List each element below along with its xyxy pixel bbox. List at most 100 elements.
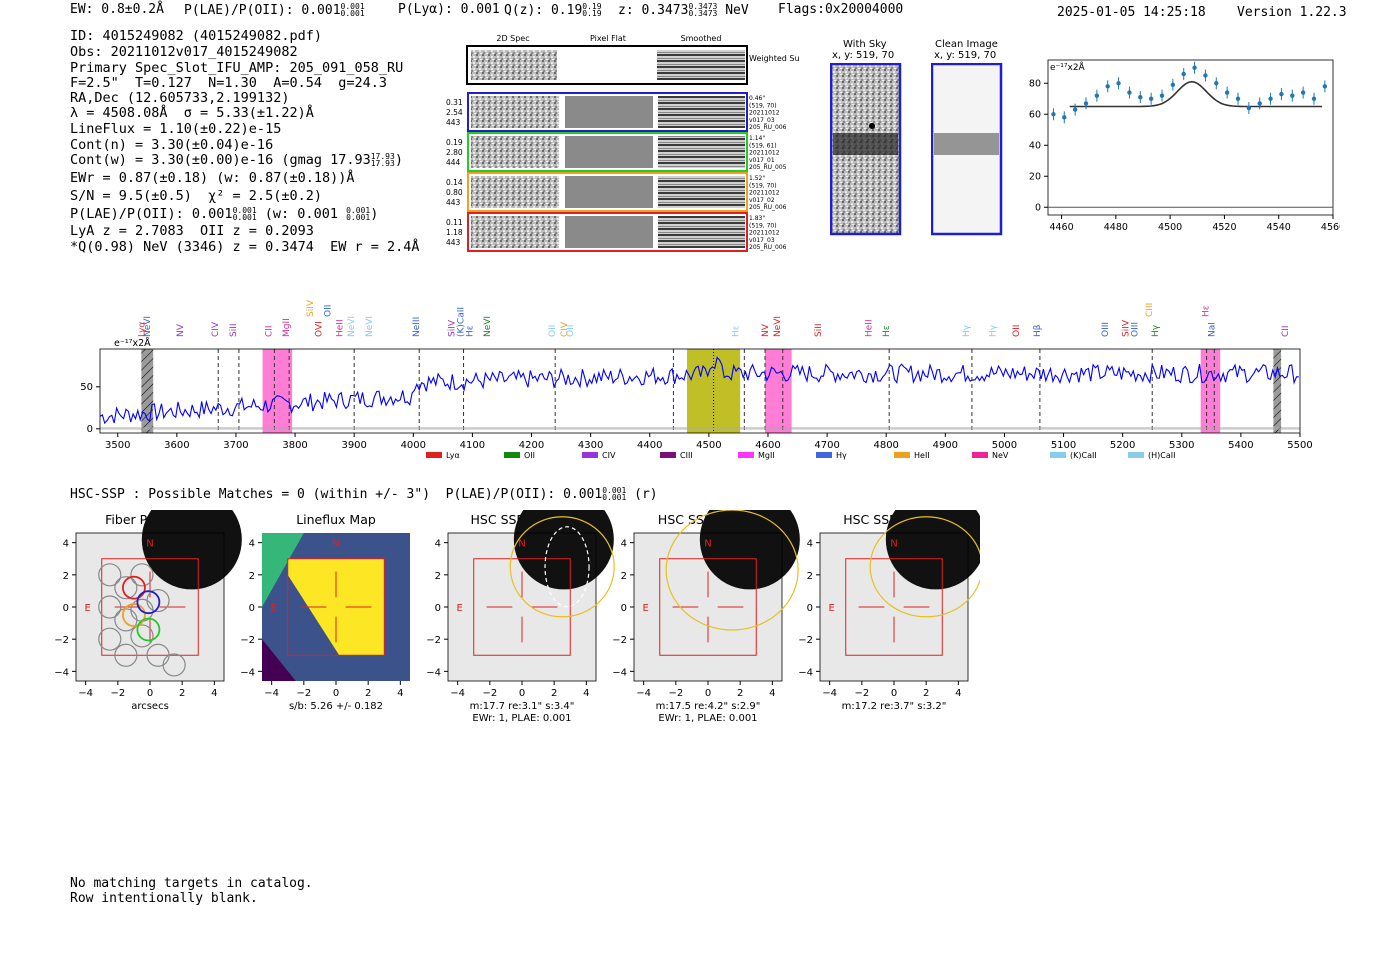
spectrum-x-tick-label: 3700 [223,440,248,451]
hsc-x-tick-label: 0 [519,688,525,699]
cutout-row-stat: 2.80 [446,148,463,157]
clean-image-subtitle: x, y: 519, 70 [934,50,997,61]
fiber-highlight [122,575,146,600]
hsc-x-tick-label: −2 [296,688,311,699]
spectrum-line-label: OVI [315,321,325,337]
spectrum-shaded-region [1200,349,1221,433]
cutout-row-meta: (519, 61) [749,142,777,149]
spectrum-x-tick-label: 3600 [164,440,189,451]
spectrum-flux-series [99,356,1299,425]
spectrum-x-tick-label: 5500 [1287,440,1312,451]
zoom-data-point [1279,91,1284,97]
hsc-y-tick-label: 4 [807,539,813,550]
zoom-x-tick-label: 4460 [1049,222,1073,233]
info-sn: S/N = 9.5(±0.5) χ² = 2.5(±0.2) [70,188,322,204]
col-header-2dspec: 2D Spec [496,34,529,43]
north-label: N [704,539,711,550]
hsc-x-tick-label: 4 [583,688,589,699]
north-label: N [146,539,153,550]
spectrum-line-label: SiII [814,323,824,337]
spectrum-hatched-region [141,349,154,433]
bright-star [141,510,242,590]
spectrum-x-tick-label: 4800 [873,440,898,451]
cutout-pixelflat [565,216,653,248]
hsc-x-tick-label: 2 [923,688,929,699]
fiber-circle [130,624,154,648]
cutout-row-stat: 1.18 [446,228,463,237]
hsc-x-tick-label: −2 [854,688,869,699]
zoom-data-point [1170,82,1176,87]
cutout-row-stat: 444 [446,158,461,167]
galaxy-aperture [665,510,799,631]
spectrum-line-label: OII [324,305,334,317]
cutout-smoothed [658,176,745,208]
spectrum-line-label: NeVI [347,316,357,337]
spectral-cutouts: 2D Spec Pixel Flat Smoothed Weighted Sum… [446,34,800,252]
hsc-header: HSC-SSP : Possible Matches = 0 (within +… [70,486,658,502]
spectrum-line-label: NeVI [773,316,783,337]
hsc-x-tick-label: −2 [482,688,497,699]
col-header-smoothed: Smoothed [681,34,722,43]
north-label: N [332,539,339,550]
hsc-y-tick-label: 4 [63,539,69,550]
zoom-data-point [1290,93,1295,98]
zoom-data-point [1051,112,1056,117]
cutout-row-meta: 20211012 [749,190,780,197]
legend-swatch [582,452,598,458]
legend-label: CIV [602,451,616,460]
cutout-row-meta: 205_RU_005 [749,164,787,171]
spectrum-line-label: Lyα [137,321,147,337]
legend-label: OII [524,451,535,460]
col-header-pixelflat: Pixel Flat [590,34,626,43]
spectrum-line-label: CII [1281,325,1291,337]
hsc-x-tick-label: 2 [551,688,557,699]
info-lineflux: LineFlux = 1.10(±0.22)e-15 [70,121,282,137]
zoom-data-point [1311,96,1317,101]
cutout-row-stat: 2.54 [446,108,463,117]
with-sky-subtitle: x, y: 519, 70 [832,50,895,61]
hsc-panel-caption: m:17.2 re:3.7" s:3.2" [842,701,947,712]
hsc-y-tick-label: −2 [612,635,627,646]
weighted-sum-2dspec [471,50,557,80]
zoom-data-point [1116,81,1121,86]
spectrum-line-label: Hγ [1151,324,1161,337]
info-fiber-params: F=2.5" T=0.127 N=1.30 A=0.54 g=24.3 [70,75,387,91]
hsc-panel-caption: m:17.5 re:4.2" s:2.9" [656,701,761,712]
cutout-row-meta: 20211012 [749,110,780,117]
bright-star [885,510,980,590]
fiber-circle [98,627,122,651]
cutout-pixelflat [565,96,653,128]
weighted-sum-smoothed [657,50,745,80]
cutout-smoothed [658,136,745,168]
clean-image-title: Clean Image [935,39,998,50]
spectrum-line-label: CIII [1145,303,1155,317]
spectrum-shaded-region [765,349,792,433]
legend-swatch [426,452,442,458]
hsc-x-tick-label: 4 [769,688,775,699]
spectrum-x-tick-label: 4200 [519,440,544,451]
hsc-x-tick-label: 4 [211,688,217,699]
legend-swatch [894,452,910,458]
info-id: ID: 4015249082 (4015249082.pdf) [70,28,322,44]
hsc-imaging-panels: Fiber PositionsNE−4−4−2−2002244arcsecsLi… [54,510,980,724]
spectrum-x-tick-label: 5200 [1110,440,1135,451]
spectrum-error-band [100,427,1300,430]
legend-label: Lyα [446,451,460,460]
hsc-x-tick-label: −4 [264,688,279,699]
hsc-x-tick-label: 2 [179,688,185,699]
zoom-data-point [1235,96,1241,101]
spectrum-line-label: CIV [211,321,221,337]
cutout-row-meta: v017_02 [749,197,775,204]
hsc-y-tick-label: 2 [621,571,627,582]
zoom-data-point [1072,107,1078,112]
spectrum-x-tick-label: 4300 [578,440,603,451]
hsc-panel-caption: s/b: 5.26 +/- 0.182 [289,701,383,712]
hsc-y-tick-label: 0 [621,603,627,614]
east-label: E [642,603,648,614]
spectrum-x-tick-label: 5400 [1228,440,1253,451]
bright-star [699,510,800,590]
full-spectrum-chart: 3500 3600 3700 3800 3900 4000 4100 4200 4300 4400… [80,299,1312,460]
hsc-x-tick-label: 2 [737,688,743,699]
